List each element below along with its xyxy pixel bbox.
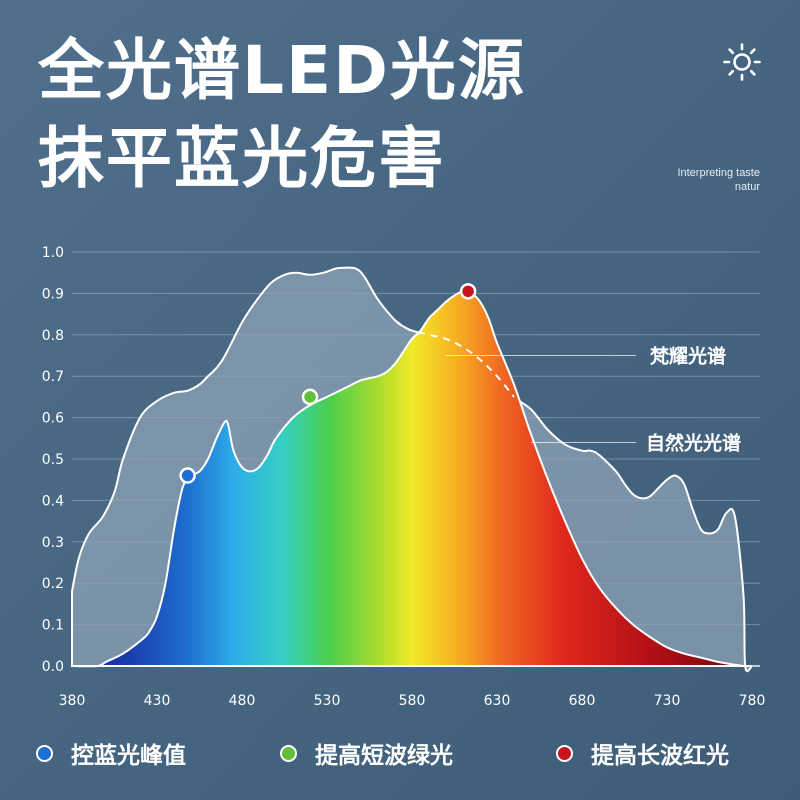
y-tick-label: 0.9 (42, 286, 64, 302)
y-tick-label: 0.3 (42, 535, 64, 551)
legend-item-green: 提高短波绿光 (280, 736, 453, 770)
y-tick-label: 0.6 (42, 411, 64, 427)
y-tick-label: 0.8 (42, 328, 64, 344)
highlight-point (459, 283, 477, 300)
highlight-points (179, 283, 477, 484)
tagline: Interpreting taste natur (677, 167, 760, 193)
annotation-label: 梵耀光谱 (650, 345, 726, 368)
x-tick-label: 780 (739, 693, 766, 709)
y-axis-ticks: 0.0 0.1 0.2 0.3 0.4 0.5 0.6 0.7 0.8 0.9 1.0 (42, 245, 64, 675)
legend-label-blue: 控蓝光峰值 (71, 743, 186, 769)
legend-item-red: 提高长波红光 (556, 736, 729, 770)
annotation-label: 自然光光谱 (646, 431, 741, 454)
x-tick-label: 480 (229, 693, 256, 709)
natural-spectrum-dashed-overlay (394, 319, 515, 398)
x-tick-label: 530 (314, 693, 341, 709)
x-tick-label: 730 (654, 693, 681, 709)
legend-item-blue: 控蓝光峰值 (36, 736, 186, 770)
x-tick-label: 580 (399, 693, 426, 709)
legend-dot-blue (36, 744, 53, 762)
y-tick-label: 0.7 (42, 369, 64, 385)
x-tick-label: 680 (569, 693, 596, 709)
x-axis-ticks: 380 430 480 530 580 630 680 730 780 (59, 693, 766, 709)
highlight-point (301, 388, 319, 406)
title-line-2: 抹平蓝光危害 (38, 120, 446, 197)
y-tick-label: 0.1 (42, 618, 64, 634)
legend-label-green: 提高短波绿光 (315, 743, 453, 769)
x-tick-label: 630 (484, 693, 511, 709)
legend-dot-red (556, 744, 573, 762)
legend-label-red: 提高长波红光 (591, 743, 729, 769)
title-line-1: 全光谱LED光源 (38, 32, 526, 109)
y-tick-label: 0.0 (42, 659, 64, 675)
legend-dot-green (280, 744, 297, 762)
x-tick-label: 380 (59, 693, 86, 709)
y-tick-label: 0.4 (42, 493, 64, 509)
y-tick-label: 1.0 (42, 245, 64, 261)
sun-icon (723, 43, 761, 81)
highlight-point (179, 467, 196, 484)
y-tick-label: 0.5 (42, 452, 64, 468)
x-tick-label: 430 (144, 693, 171, 709)
y-tick-label: 0.2 (42, 576, 64, 592)
